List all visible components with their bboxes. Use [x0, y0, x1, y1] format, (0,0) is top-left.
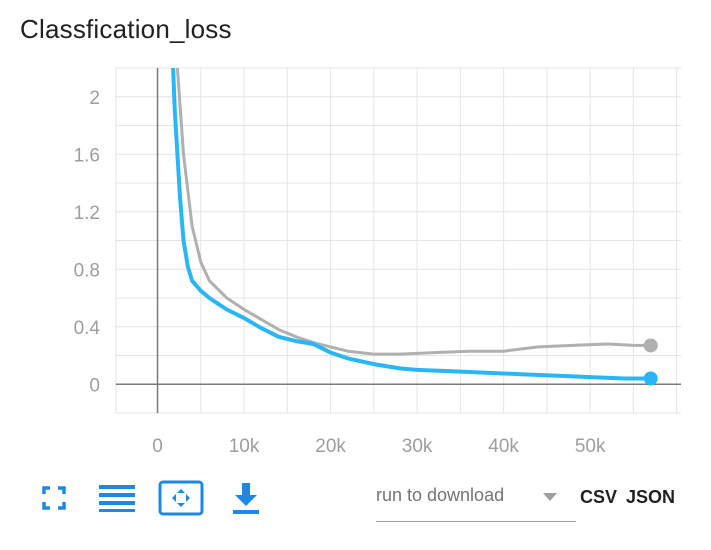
series-end-point-1 [643, 338, 658, 353]
list-lines-icon [99, 485, 135, 512]
chart-toolbar [0, 470, 711, 530]
fit-domain-icon [158, 480, 204, 516]
download-icon [233, 483, 259, 514]
series-end-point-2 [643, 371, 658, 386]
x-tick-label: 0 [152, 436, 163, 457]
y-tick-label: 1.6 [74, 145, 100, 166]
fullscreen-icon [42, 486, 66, 510]
chevron-down-icon [543, 493, 557, 501]
chart-axes [116, 68, 681, 413]
loss-chart[interactable]: 0 0.4 0.8 1.2 1.6 2 0 10k 20k 30k 40k 50k [0, 0, 711, 470]
x-tick-label: 30k [402, 436, 433, 457]
x-tick-label: 50k [575, 436, 606, 457]
fullscreen-button[interactable] [36, 480, 72, 516]
series-line-2 [171, 68, 653, 381]
y-tick-label: 0.8 [74, 260, 100, 281]
y-tick-label: 1.2 [74, 203, 100, 224]
y-tick-label: 2 [89, 88, 100, 109]
log-scale-button[interactable] [97, 480, 137, 516]
y-tick-label: 0 [89, 375, 100, 396]
chart-series [171, 68, 658, 386]
run-select[interactable]: run to download [376, 483, 576, 522]
fit-domain-button[interactable] [158, 480, 204, 516]
y-tick-label: 0.4 [74, 318, 101, 339]
chart-ticks: 0 0.4 0.8 1.2 1.6 2 0 10k 20k 30k 40k 50k [74, 88, 606, 457]
x-tick-label: 10k [229, 436, 260, 457]
run-select-placeholder: run to download [376, 485, 505, 505]
chart-grid [115, 67, 681, 414]
series-line-1 [175, 68, 653, 356]
json-link[interactable]: JSON [626, 487, 676, 507]
chart-title: Classfication_loss [20, 14, 232, 44]
x-tick-label: 20k [315, 436, 346, 457]
download-button[interactable] [229, 480, 263, 516]
csv-link[interactable]: CSV [580, 487, 618, 507]
x-tick-label: 40k [488, 436, 519, 457]
